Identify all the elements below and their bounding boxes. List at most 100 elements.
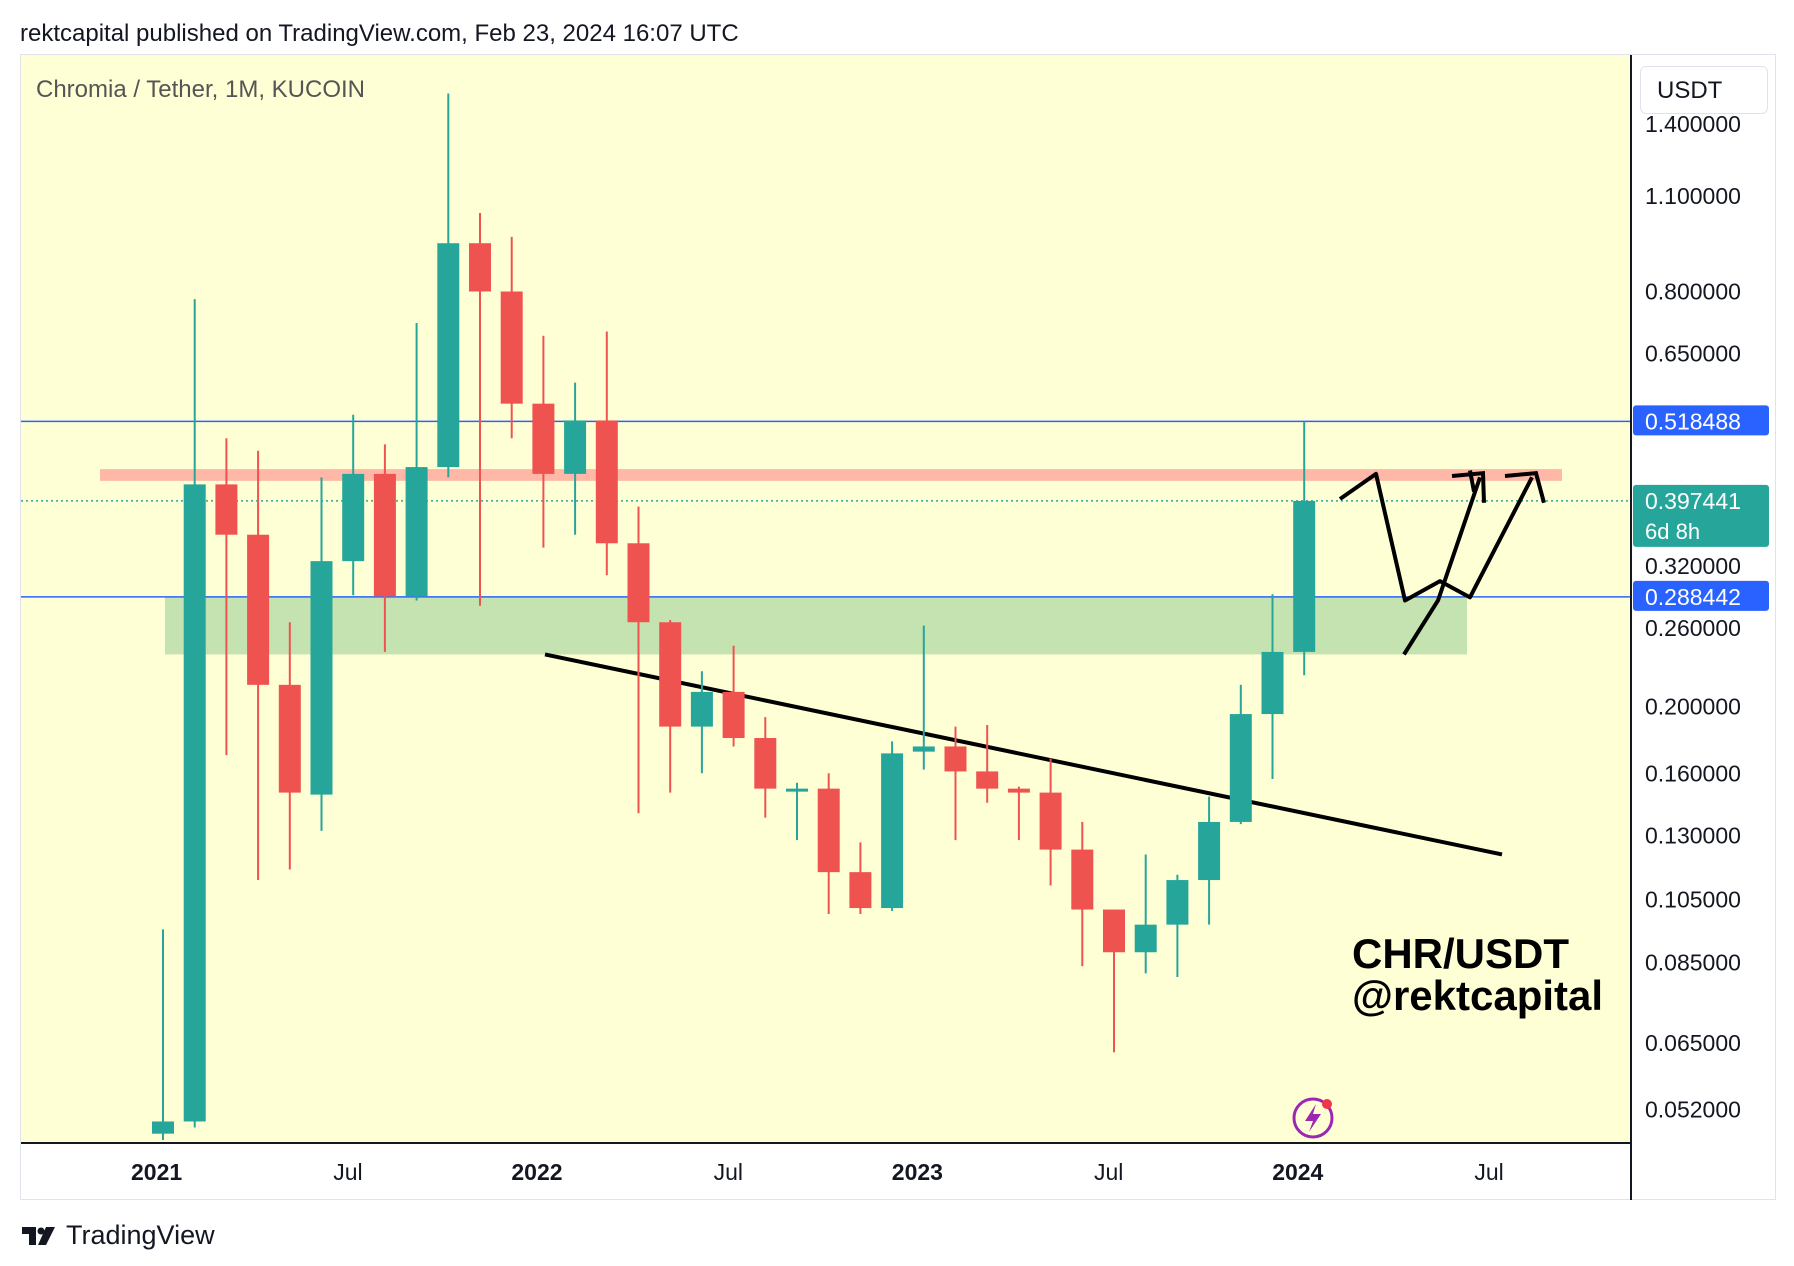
candle[interactable] [278, 622, 301, 870]
candle[interactable] [659, 619, 682, 793]
x-axis-label: 2023 [892, 1159, 943, 1185]
last-price-label: 0.397441 [1645, 488, 1741, 514]
candle-body [278, 684, 301, 793]
arrowhead-upper [1504, 471, 1546, 504]
candle[interactable] [1071, 821, 1094, 967]
candle[interactable] [690, 671, 713, 774]
candle-body [1198, 821, 1221, 881]
candle-body [1103, 909, 1125, 953]
candle[interactable] [500, 236, 523, 439]
candle[interactable] [881, 741, 904, 912]
candle-body [1071, 849, 1094, 910]
candle[interactable] [849, 842, 872, 914]
candle[interactable] [183, 299, 206, 1128]
y-axis-tick-label: 0.052000 [1645, 1097, 1741, 1123]
y-axis-tick-label: 0.085000 [1645, 950, 1741, 976]
candle[interactable] [342, 414, 365, 596]
candle[interactable] [405, 323, 428, 601]
candle[interactable] [215, 438, 238, 756]
candle[interactable] [1166, 874, 1189, 978]
projected-path-upper [1338, 471, 1534, 603]
candle[interactable] [1007, 786, 1030, 841]
candle[interactable] [722, 645, 745, 747]
candle[interactable] [469, 212, 491, 606]
y-axis-tick-label: 0.105000 [1645, 886, 1741, 912]
annotation-author: @rektcapital [1352, 972, 1603, 1019]
candle[interactable] [152, 929, 174, 1140]
candle[interactable] [1198, 796, 1221, 925]
y-axis-tick-label: 0.260000 [1645, 615, 1741, 641]
candle[interactable] [595, 331, 618, 576]
candle[interactable] [786, 782, 808, 841]
candle-body [183, 484, 206, 1122]
candle-body [437, 243, 460, 468]
projected-path-lower [1402, 476, 1482, 656]
lower-line-price-label-bg [1633, 580, 1769, 611]
publish-info: rektcapital published on TradingView.com… [20, 20, 739, 47]
candle-body [627, 543, 650, 623]
candle-body [1293, 500, 1316, 652]
resistance-zone [100, 469, 1562, 481]
y-axis-tick-label: 0.160000 [1645, 760, 1741, 786]
candle[interactable] [1293, 421, 1316, 676]
candle[interactable] [912, 625, 935, 770]
x-axis-label: Jul [714, 1159, 743, 1185]
candle[interactable] [1261, 594, 1284, 779]
candle-body [754, 738, 777, 789]
candle[interactable] [817, 773, 840, 914]
candle-body [944, 746, 967, 772]
upper-line-price-label-bg [1633, 405, 1769, 436]
upper-line-price-label: 0.518488 [1645, 408, 1741, 434]
last-price-label-countdown: 6d 8h [1645, 519, 1700, 544]
candle-body [310, 561, 333, 795]
y-axis-tick-label: 0.200000 [1645, 693, 1741, 719]
candle-body [912, 746, 935, 752]
candle-body [215, 484, 238, 535]
candle-body [722, 691, 745, 739]
candle-body [1229, 714, 1252, 822]
candle-body [849, 872, 872, 909]
candle[interactable] [754, 717, 777, 818]
candle-body [247, 534, 270, 685]
y-axis-tick-label: 0.065000 [1645, 1030, 1741, 1056]
candle[interactable] [310, 477, 333, 831]
lightning-icon[interactable] [1292, 1097, 1334, 1139]
candle-body [1134, 924, 1157, 953]
candle-body [1261, 651, 1284, 715]
descending-trendline [544, 652, 1503, 857]
annotation-pair: CHR/USDT [1352, 930, 1569, 977]
y-axis-tick-label: 0.800000 [1645, 278, 1741, 304]
candle-body [1166, 880, 1189, 925]
candle[interactable] [976, 725, 999, 803]
candle[interactable] [564, 382, 587, 535]
candle[interactable] [1229, 684, 1252, 825]
candle[interactable] [1039, 758, 1062, 886]
candle-body [152, 1121, 174, 1134]
candle-body [342, 473, 365, 562]
candle-body [786, 788, 808, 792]
currency-button[interactable]: USDT [1640, 66, 1768, 114]
candle-body [690, 691, 713, 727]
x-axis-label: Jul [333, 1159, 362, 1185]
candle[interactable] [944, 726, 967, 841]
candle-body [532, 403, 555, 474]
candle[interactable] [247, 450, 270, 881]
candle-body [881, 753, 904, 909]
candle-body [373, 473, 396, 597]
candle[interactable] [532, 335, 555, 548]
candle-body [817, 788, 840, 873]
candle[interactable] [627, 506, 650, 814]
arrowhead-lower [1451, 471, 1486, 503]
candle[interactable] [437, 93, 460, 478]
footer-brand[interactable]: TradingView [66, 1220, 215, 1250]
candle[interactable] [373, 444, 396, 652]
candle[interactable] [1134, 854, 1157, 974]
chart-frame [20, 54, 1776, 1200]
candle[interactable] [1103, 909, 1125, 1053]
x-axis-label: 2022 [511, 1159, 562, 1185]
candle-body [564, 420, 587, 474]
candle-body [405, 467, 428, 597]
x-axis-label: Jul [1474, 1159, 1503, 1185]
y-axis-tick-label: 0.650000 [1645, 341, 1741, 367]
